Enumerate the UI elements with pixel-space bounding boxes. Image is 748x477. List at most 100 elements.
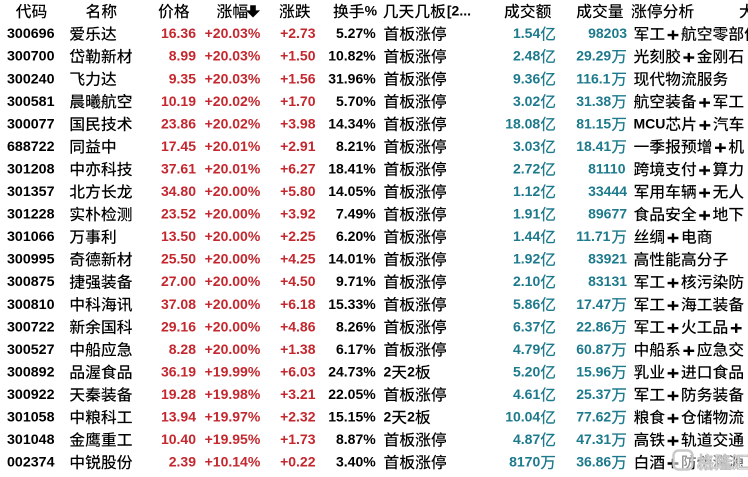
svg-text:+4.50: +4.50	[280, 273, 316, 289]
svg-text:300696: 300696	[7, 25, 55, 41]
svg-text:+4.25: +4.25	[280, 251, 316, 267]
svg-text:+20.00%: +20.00%	[205, 206, 261, 222]
svg-text:301228: 301228	[7, 206, 55, 222]
svg-text:+20.00%: +20.00%	[205, 251, 261, 267]
svg-text:300995: 300995	[7, 251, 55, 267]
svg-text:10.04: 10.04	[505, 409, 540, 425]
svg-text:+19.97%: +19.97%	[205, 409, 261, 425]
svg-text:+20.00%: +20.00%	[205, 183, 261, 199]
svg-text:+6.03: +6.03	[280, 363, 316, 379]
svg-text:31.38: 31.38	[576, 93, 611, 109]
svg-text:8170: 8170	[509, 454, 540, 470]
svg-text:4.87: 4.87	[513, 431, 540, 447]
svg-text:37.61: 37.61	[161, 160, 196, 176]
svg-text:8.99: 8.99	[169, 48, 196, 64]
svg-text:81.15: 81.15	[576, 115, 611, 131]
svg-text:300922: 300922	[7, 386, 55, 402]
svg-text:22.86: 22.86	[576, 318, 611, 334]
svg-text:300810: 300810	[7, 296, 55, 312]
svg-text:2.39: 2.39	[169, 454, 196, 470]
svg-text:+1.70: +1.70	[280, 93, 316, 109]
svg-text:6.20%: 6.20%	[336, 228, 376, 244]
svg-text:5.20: 5.20	[513, 363, 540, 379]
svg-text:8.87%: 8.87%	[336, 431, 376, 447]
svg-text:300240: 300240	[7, 70, 55, 86]
svg-text:2: 2	[384, 409, 392, 425]
svg-text:8.26%: 8.26%	[336, 318, 376, 334]
svg-text:3.03: 3.03	[513, 138, 540, 154]
svg-text:98203: 98203	[588, 25, 627, 41]
svg-text:15.15%: 15.15%	[328, 409, 376, 425]
svg-text:31.96%: 31.96%	[328, 70, 376, 86]
svg-text:1.44: 1.44	[513, 228, 540, 244]
svg-text:+2.25: +2.25	[280, 228, 316, 244]
svg-text:301048: 301048	[7, 431, 55, 447]
svg-text:17.45: 17.45	[161, 138, 196, 154]
svg-text:301208: 301208	[7, 160, 55, 176]
svg-text:19.28: 19.28	[161, 386, 196, 402]
svg-text:1.12: 1.12	[513, 183, 540, 199]
svg-text:23.52: 23.52	[161, 206, 196, 222]
svg-text:10.82%: 10.82%	[328, 48, 376, 64]
svg-text:+20.00%: +20.00%	[205, 318, 261, 334]
svg-text:300722: 300722	[7, 318, 55, 334]
svg-text:14.05%: 14.05%	[328, 183, 376, 199]
svg-text:5.86: 5.86	[513, 296, 540, 312]
svg-text:5.27%: 5.27%	[336, 25, 376, 41]
svg-text:+6.27: +6.27	[280, 160, 316, 176]
svg-text:+6.18: +6.18	[280, 296, 316, 312]
svg-text:2: 2	[407, 409, 415, 425]
svg-text:+19.99%: +19.99%	[205, 363, 261, 379]
svg-text:%: %	[365, 3, 378, 19]
svg-text:+1.50: +1.50	[280, 48, 316, 64]
svg-text:6.37: 6.37	[513, 318, 540, 334]
svg-text:33444: 33444	[588, 183, 627, 199]
svg-text:+3.98: +3.98	[280, 115, 316, 131]
svg-text:5.70%: 5.70%	[336, 93, 376, 109]
svg-text:+2.91: +2.91	[280, 138, 316, 154]
svg-text:301058: 301058	[7, 409, 55, 425]
svg-text:300875: 300875	[7, 273, 55, 289]
svg-text:9.71%: 9.71%	[336, 273, 376, 289]
svg-text:+20.00%: +20.00%	[205, 228, 261, 244]
svg-text:27.00: 27.00	[161, 273, 196, 289]
svg-text:15.33%: 15.33%	[328, 296, 376, 312]
svg-text:3.40%: 3.40%	[336, 454, 376, 470]
svg-text:13.50: 13.50	[161, 228, 196, 244]
svg-text:301357: 301357	[7, 183, 55, 199]
svg-text:9.36: 9.36	[513, 70, 540, 86]
svg-text:25.50: 25.50	[161, 251, 196, 267]
svg-text:+20.03%: +20.03%	[205, 48, 261, 64]
svg-text:4.61: 4.61	[513, 386, 540, 402]
svg-text:116.1: 116.1	[576, 70, 610, 86]
svg-text:37.08: 37.08	[161, 296, 196, 312]
svg-text:+20.03%: +20.03%	[205, 25, 261, 41]
svg-text:3.02: 3.02	[513, 93, 540, 109]
svg-text:300700: 300700	[7, 48, 55, 64]
svg-text:+20.02%: +20.02%	[205, 115, 261, 131]
svg-text:+1.56: +1.56	[280, 70, 316, 86]
svg-text:77.62: 77.62	[576, 409, 611, 425]
svg-text:29.16: 29.16	[161, 318, 196, 334]
svg-text:9.35: 9.35	[169, 70, 196, 86]
svg-text:14.34%: 14.34%	[328, 115, 376, 131]
svg-text:7.49%: 7.49%	[336, 206, 376, 222]
svg-text:8.21%: 8.21%	[336, 138, 376, 154]
svg-text:2.10: 2.10	[513, 273, 540, 289]
svg-text:13.94: 13.94	[161, 409, 196, 425]
svg-text:17.47: 17.47	[576, 296, 611, 312]
svg-text:+1.73: +1.73	[280, 431, 316, 447]
svg-text:25.37: 25.37	[576, 386, 611, 402]
svg-text:+0.22: +0.22	[280, 454, 316, 470]
svg-text:+20.00%: +20.00%	[205, 273, 261, 289]
svg-text:301066: 301066	[7, 228, 55, 244]
svg-text:+4.86: +4.86	[280, 318, 316, 334]
svg-text:+20.00%: +20.00%	[205, 341, 261, 357]
svg-text:1.54: 1.54	[513, 25, 540, 41]
svg-text:+10.14%: +10.14%	[205, 454, 261, 470]
svg-text:+1.38: +1.38	[280, 341, 316, 357]
svg-text:+3.92: +3.92	[280, 206, 316, 222]
svg-text:36.19: 36.19	[161, 363, 196, 379]
svg-text:+20.02%: +20.02%	[205, 93, 261, 109]
svg-text:+20.01%: +20.01%	[205, 160, 261, 176]
